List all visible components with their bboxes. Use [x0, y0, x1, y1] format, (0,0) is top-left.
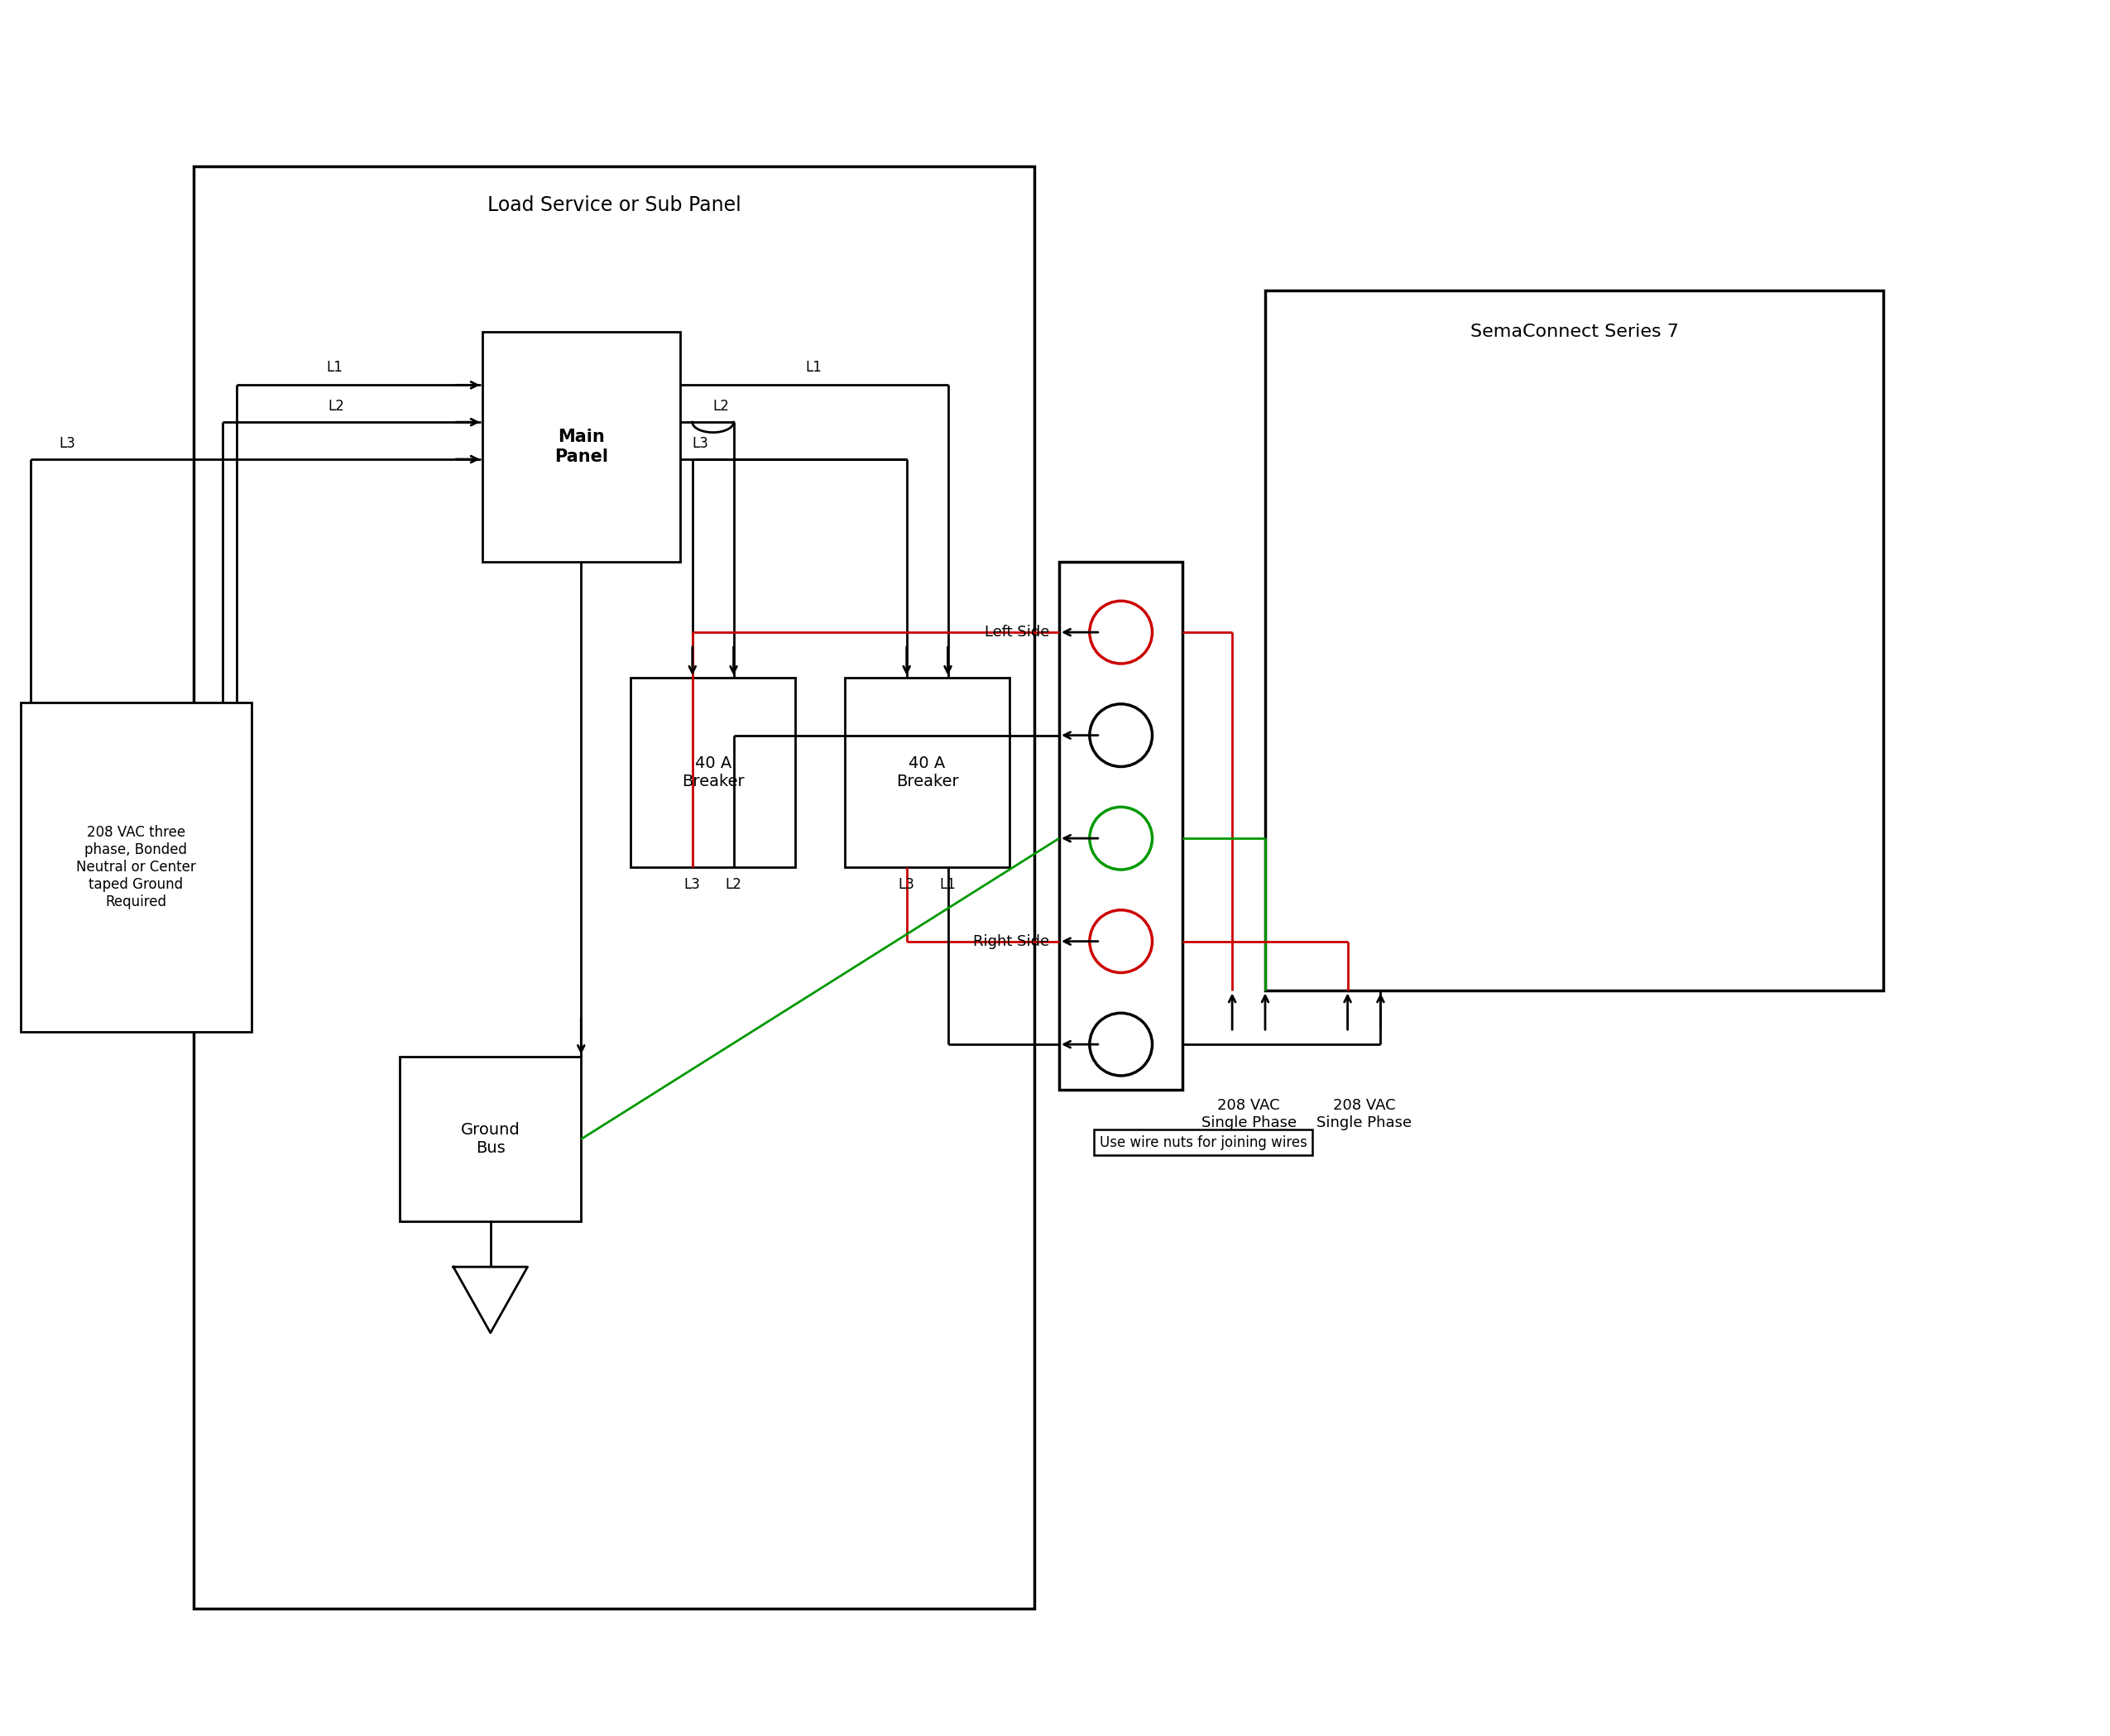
Circle shape [1089, 1014, 1152, 1076]
Circle shape [1089, 601, 1152, 663]
Text: L1: L1 [939, 877, 956, 892]
Text: Main
Panel: Main Panel [555, 429, 608, 465]
Text: Load Service or Sub Panel: Load Service or Sub Panel [487, 196, 741, 215]
Bar [1059, 562, 1184, 1090]
Text: Ground
Bus: Ground Bus [460, 1121, 521, 1156]
Text: L1: L1 [327, 361, 344, 375]
Bar [1266, 290, 1884, 991]
Text: Left Side: Left Side [985, 625, 1049, 641]
Text: L1: L1 [806, 361, 823, 375]
Text: L2: L2 [327, 399, 344, 413]
Bar [844, 677, 1011, 868]
Text: L2: L2 [726, 877, 743, 892]
Circle shape [1089, 807, 1152, 870]
Circle shape [1089, 910, 1152, 972]
Text: L3: L3 [684, 877, 701, 892]
Text: 40 A
Breaker: 40 A Breaker [682, 755, 745, 790]
Text: L3: L3 [59, 436, 76, 451]
Bar [399, 1057, 580, 1222]
Text: Right Side: Right Side [973, 934, 1049, 950]
Text: Use wire nuts for joining wires: Use wire nuts for joining wires [1099, 1135, 1306, 1149]
Text: L2: L2 [713, 399, 730, 413]
Bar [194, 167, 1034, 1609]
Circle shape [1089, 705, 1152, 767]
Text: 40 A
Breaker: 40 A Breaker [897, 755, 958, 790]
Text: 208 VAC three
phase, Bonded
Neutral or Center
taped Ground
Required: 208 VAC three phase, Bonded Neutral or C… [76, 825, 196, 910]
Bar [21, 703, 251, 1031]
Text: SemaConnect Series 7: SemaConnect Series 7 [1471, 323, 1677, 340]
Text: 208 VAC
Single Phase: 208 VAC Single Phase [1317, 1099, 1412, 1130]
Bar [631, 677, 795, 868]
Text: L3: L3 [692, 436, 709, 451]
Bar [483, 332, 679, 562]
Text: 208 VAC
Single Phase: 208 VAC Single Phase [1201, 1099, 1296, 1130]
Text: L3: L3 [899, 877, 916, 892]
